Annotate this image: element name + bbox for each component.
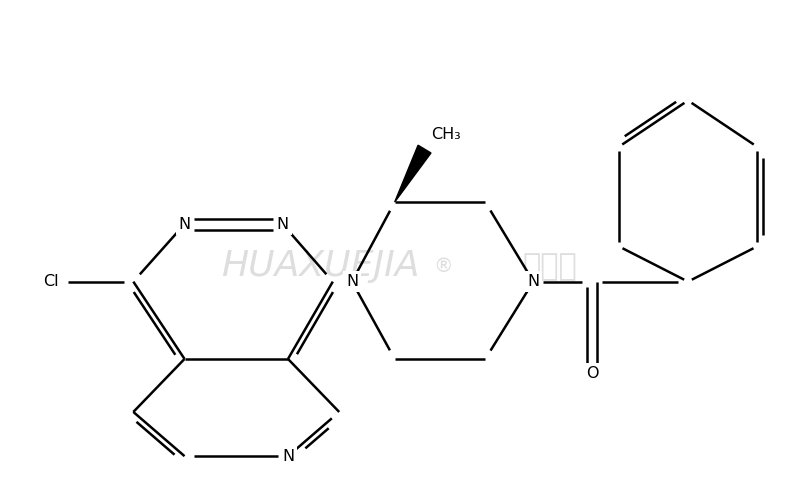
Text: ®: ® bbox=[433, 256, 453, 276]
Text: 化学知: 化学知 bbox=[522, 251, 578, 281]
Text: N: N bbox=[527, 274, 539, 289]
Text: CH₃: CH₃ bbox=[431, 127, 461, 143]
Text: Cl: Cl bbox=[43, 274, 58, 289]
Text: HUAXUEJIA: HUAXUEJIA bbox=[221, 249, 419, 283]
Text: O: O bbox=[586, 366, 598, 381]
Text: N: N bbox=[282, 449, 294, 464]
Text: N: N bbox=[178, 217, 190, 232]
Text: N: N bbox=[346, 274, 358, 289]
Polygon shape bbox=[394, 145, 431, 202]
Text: N: N bbox=[277, 217, 289, 232]
